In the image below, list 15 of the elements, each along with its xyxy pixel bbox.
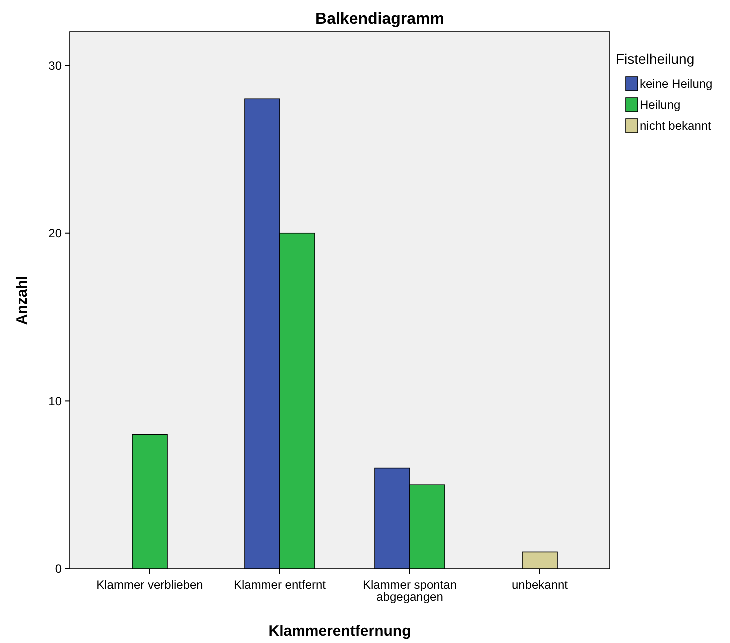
y-tick-label: 0 [55, 562, 62, 576]
chart-title: Balkendiagramm [316, 11, 444, 28]
legend-label: nicht bekannt [640, 119, 712, 133]
legend-label: Heilung [640, 98, 681, 112]
y-tick-label: 30 [48, 58, 62, 73]
y-tick-label: 10 [48, 394, 62, 408]
x-tick-label: Klammer entfernt [234, 578, 327, 592]
legend-title: Fistelheilung [616, 51, 695, 67]
x-axis-title: Klammerentfernung [268, 623, 412, 640]
x-tick-label: Klammer verblieben [96, 578, 204, 592]
y-tick-label: 20 [48, 226, 62, 241]
x-tick-label: Klammer spontan abgegangen [362, 578, 458, 604]
x-tick-label: unbekannt [512, 578, 569, 592]
y-axis-title: Anzahl [14, 276, 31, 326]
legend-label: keine Heilung [640, 77, 713, 91]
